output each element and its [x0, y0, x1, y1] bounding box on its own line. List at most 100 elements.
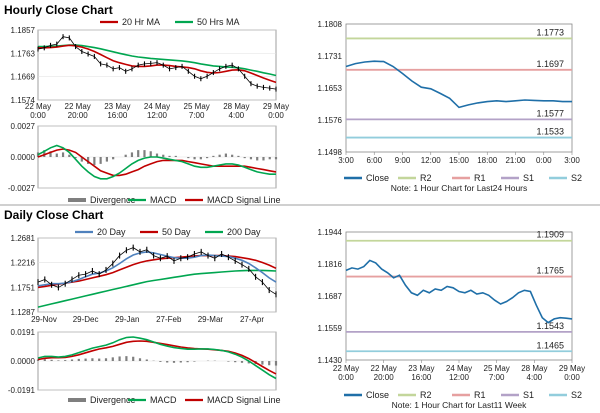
close-line [71, 274, 80, 280]
x-tick-label: 4:00 [229, 111, 245, 120]
legend-200-day-label: 200 Day [227, 227, 261, 237]
close-line [163, 64, 170, 70]
x-tick-label: 27-Feb [156, 315, 182, 324]
level-label-s2: 1.1465 [536, 340, 564, 350]
close-line [44, 279, 52, 286]
level-label-r2: 1.1773 [536, 27, 564, 37]
daily-section-title: Daily Close Chart [4, 208, 104, 222]
close-line [119, 249, 127, 256]
x-tick-label: 23 May [408, 364, 434, 373]
legend-s2-label: S2 [571, 390, 582, 400]
close-line [200, 75, 208, 80]
legend-close-label: Close [366, 173, 389, 183]
close-line [81, 51, 89, 55]
y-tick-label: -0.0027 [8, 184, 36, 193]
legend-50hrs-ma-label: 50 Hrs MA [197, 17, 240, 27]
y-tick-label: 1.2216 [11, 259, 36, 268]
legend-divergence-label: Divergence [90, 195, 136, 205]
close-line [125, 68, 133, 72]
hourly-section-title: Hourly Close Chart [4, 3, 113, 17]
x-tick-label: 29-Jan [115, 315, 139, 324]
close-line [75, 46, 83, 52]
legend-r2-label: R2 [420, 173, 432, 183]
close-line [187, 253, 195, 258]
legend-macd-label: MACD [150, 395, 177, 405]
x-tick-label: 0:00 [338, 373, 354, 382]
y-tick-label: 1.1857 [11, 26, 36, 35]
close-line [119, 67, 126, 72]
close-line [139, 249, 147, 253]
legend-r1-label: R1 [474, 390, 486, 400]
close-line [201, 251, 209, 256]
x-tick-label: 3:00 [338, 156, 354, 165]
close-line [138, 63, 145, 66]
x-tick-label: 24 May [144, 102, 170, 111]
close-line [58, 283, 66, 288]
x-tick-label: 22 May [371, 364, 397, 373]
y-tick-label: 1.1559 [318, 324, 343, 333]
y-tick-label: 0.0191 [11, 328, 36, 337]
x-tick-label: 0:00 [564, 373, 580, 382]
close-line [194, 251, 202, 255]
legend-macd-signal-label: MACD Signal Line [207, 195, 281, 205]
x-tick-label: 12:00 [449, 373, 470, 382]
close-line [169, 67, 176, 70]
plot-area [345, 231, 573, 361]
y-tick-label: 1.1430 [318, 356, 343, 365]
series-macd-signal [37, 148, 277, 177]
x-tick-label: 12:00 [421, 156, 442, 165]
hourly-price-chart: 20 Hr MA 50 Hrs MA 1.1857 1.1763 1.1669 1.157… [11, 17, 290, 120]
close-line [257, 85, 264, 88]
close-line [225, 64, 233, 67]
close-line [44, 44, 51, 49]
x-tick-label: 27-Apr [240, 315, 264, 324]
series-50-day [37, 254, 277, 289]
y-tick-label: 0.0027 [11, 122, 36, 131]
close-line [78, 273, 86, 276]
x-tick-label: 21:00 [505, 156, 526, 165]
close-line [37, 47, 45, 50]
x-tick-label: 15:00 [449, 156, 470, 165]
series-close [345, 60, 572, 109]
x-tick-label: 29-Mar [198, 315, 224, 324]
x-tick-label: 12:00 [147, 111, 168, 120]
close-line [268, 289, 277, 295]
close-line [231, 64, 239, 70]
x-tick-label: 20:00 [68, 111, 89, 120]
legend-50-day-label: 50 Day [162, 227, 191, 237]
y-tick-label: 1.1808 [318, 20, 343, 29]
y-tick-label: 1.2681 [11, 234, 36, 243]
x-tick-label: 22 May [65, 102, 91, 111]
x-tick-label: 4:00 [527, 373, 543, 382]
close-line [85, 270, 93, 275]
x-tick-label: 29 May [263, 102, 289, 111]
series-20-day [37, 251, 277, 287]
x-tick-label: 22 May [25, 102, 51, 111]
level-label-r1: 1.1697 [536, 59, 564, 69]
close-line [64, 279, 73, 285]
close-line [92, 270, 100, 275]
close-line [269, 87, 277, 90]
close-line [131, 64, 139, 70]
close-line [250, 83, 258, 87]
x-tick-label: 7:00 [489, 373, 505, 382]
x-tick-label: 9:00 [395, 156, 411, 165]
x-tick-label: 28 May [521, 364, 547, 373]
close-line [262, 281, 270, 291]
y-tick-label: -0.0191 [8, 386, 36, 395]
close-line [213, 68, 220, 73]
close-line [94, 56, 101, 65]
level-label-r1: 1.1765 [536, 266, 564, 276]
close-line [37, 279, 45, 283]
close-line [221, 253, 229, 258]
x-tick-label: 28 May [223, 102, 249, 111]
y-tick-label: 1.1653 [318, 84, 343, 93]
legend-s1-label: S1 [523, 390, 534, 400]
close-line [206, 72, 214, 77]
legend-20hr-ma-label: 20 Hr MA [122, 17, 160, 27]
chart-note: Note: 1 Hour Chart for Last24 Hours [391, 183, 528, 193]
close-line [228, 256, 236, 262]
legend-s1-label: S1 [523, 173, 534, 183]
